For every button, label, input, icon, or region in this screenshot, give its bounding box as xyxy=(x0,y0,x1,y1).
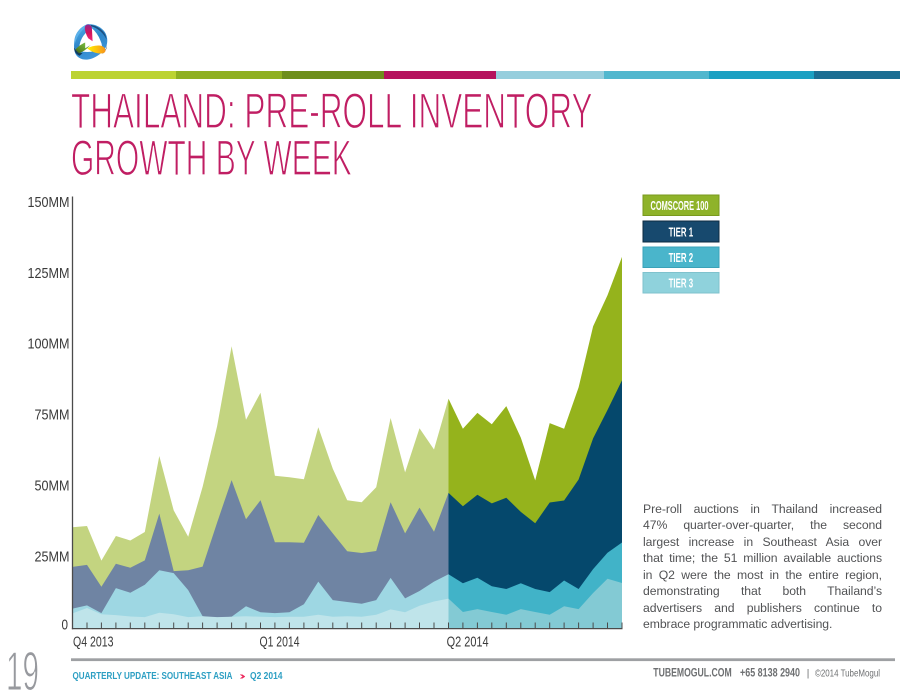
svg-text:75MM: 75MM xyxy=(35,408,70,424)
svg-text:19: 19 xyxy=(6,641,39,692)
svg-text:+65 8138 2940: +65 8138 2940 xyxy=(740,668,800,680)
svg-text:100MM: 100MM xyxy=(28,337,70,353)
svg-text:TIER 1: TIER 1 xyxy=(669,225,694,240)
svg-text:25MM: 25MM xyxy=(35,549,70,565)
svg-text:©2014 TubeMogul: ©2014 TubeMogul xyxy=(815,669,880,680)
svg-text:Q2 2014: Q2 2014 xyxy=(250,671,283,682)
svg-text:50MM: 50MM xyxy=(35,479,70,495)
svg-text:QUARTERLY UPDATE: SOUTHEAST AS: QUARTERLY UPDATE: SOUTHEAST ASIA xyxy=(73,671,233,682)
svg-text:150MM: 150MM xyxy=(28,195,70,211)
svg-text:|: | xyxy=(807,669,810,680)
svg-text:TIER 3: TIER 3 xyxy=(669,276,694,291)
svg-text:Q2 2014: Q2 2014 xyxy=(447,635,489,651)
svg-text:COMSCORE 100: COMSCORE 100 xyxy=(651,198,709,213)
svg-text:Q4 2013: Q4 2013 xyxy=(73,635,114,651)
svg-text:0: 0 xyxy=(62,617,69,633)
svg-text:Q1 2014: Q1 2014 xyxy=(260,635,300,651)
svg-text:GROWTH BY WEEK: GROWTH BY WEEK xyxy=(71,130,352,180)
svg-text:TUBEMOGUL.COM: TUBEMOGUL.COM xyxy=(653,668,731,680)
svg-text:TIER 2: TIER 2 xyxy=(669,250,694,265)
svg-text:THAILAND: PRE-ROLL INVENTORY: THAILAND: PRE-ROLL INVENTORY xyxy=(71,83,593,139)
svg-text:›: › xyxy=(239,671,246,682)
svg-text:125MM: 125MM xyxy=(28,266,70,282)
